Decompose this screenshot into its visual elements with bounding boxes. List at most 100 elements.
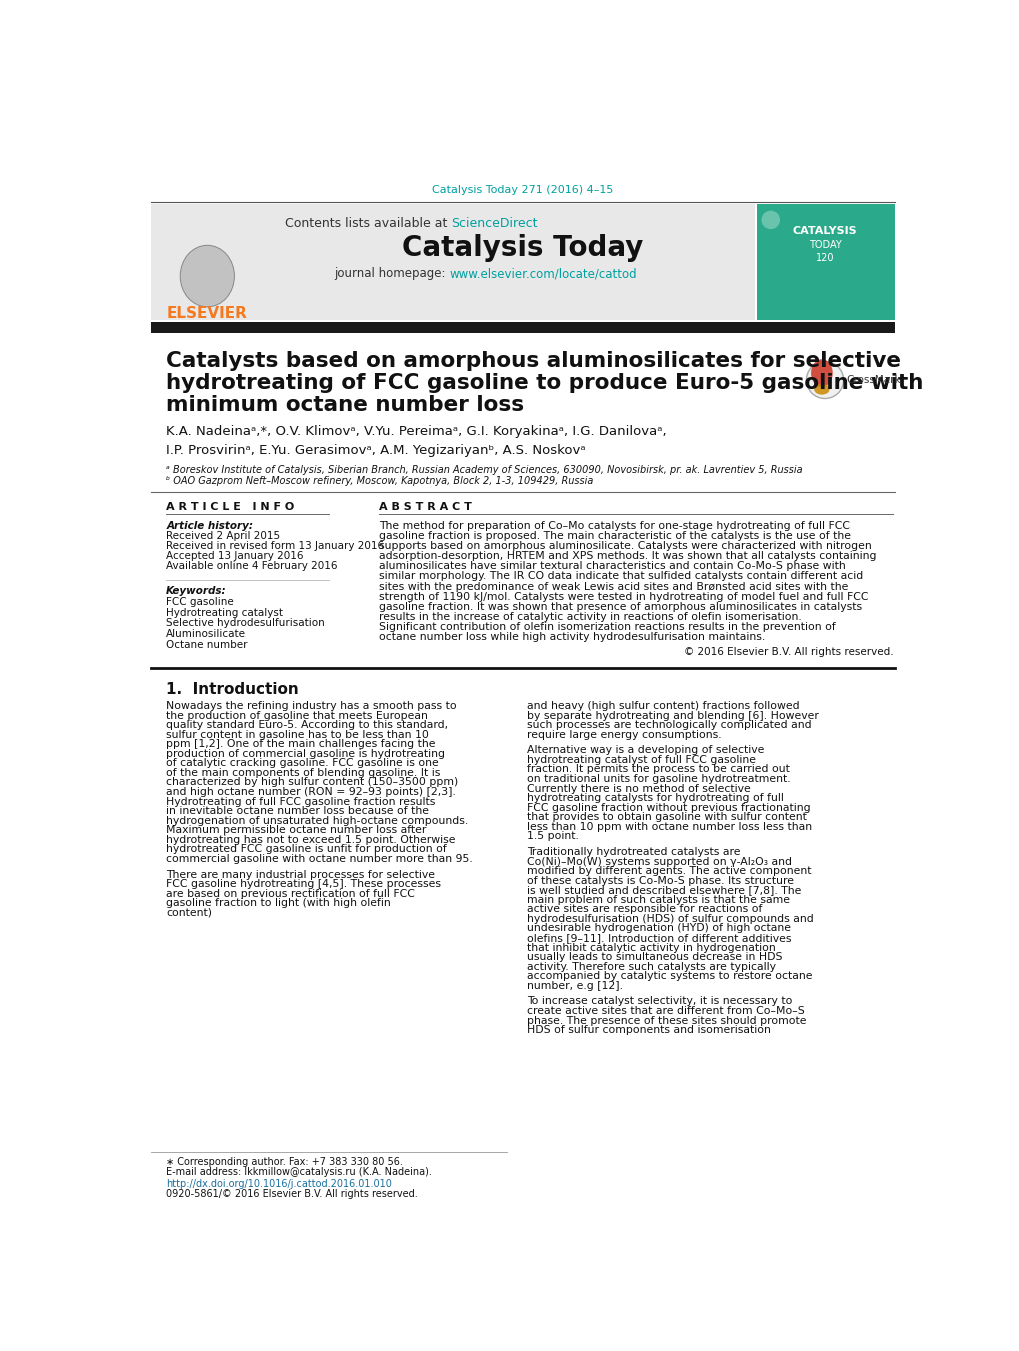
Text: Received in revised form 13 January 2016: Received in revised form 13 January 2016 [166,542,384,551]
Text: Catalysis Today 271 (2016) 4–15: Catalysis Today 271 (2016) 4–15 [432,185,612,195]
Text: Catalysis Today: Catalysis Today [401,234,643,262]
Text: sulfur content in gasoline has to be less than 10: sulfur content in gasoline has to be les… [166,730,429,740]
Text: octane number loss while high activity hydrodesulfurisation maintains.: octane number loss while high activity h… [379,632,765,642]
Text: A R T I C L E   I N F O: A R T I C L E I N F O [166,503,294,512]
Text: active sites are responsible for reactions of: active sites are responsible for reactio… [526,904,761,915]
Text: Currently there is no method of selective: Currently there is no method of selectiv… [526,784,750,793]
Text: ᵃ Boreskov Institute of Catalysis, Siberian Branch, Russian Academy of Sciences,: ᵃ Boreskov Institute of Catalysis, Siber… [166,465,802,476]
Ellipse shape [180,246,234,307]
Text: sites with the predominance of weak Lewis acid sites and Brønsted acid sites wit: sites with the predominance of weak Lewi… [379,581,848,592]
Text: accompanied by catalytic systems to restore octane: accompanied by catalytic systems to rest… [526,971,811,981]
Text: I.P. Prosvirinᵃ, E.Yu. Gerasimovᵃ, A.M. Yegizariyanᵇ, A.S. Noskovᵃ: I.P. Prosvirinᵃ, E.Yu. Gerasimovᵃ, A.M. … [166,443,585,457]
Text: by separate hydrotreating and blending [6]. However: by separate hydrotreating and blending [… [526,711,817,720]
Text: Significant contribution of olefin isomerization reactions results in the preven: Significant contribution of olefin isome… [379,623,836,632]
Text: FCC gasoline fraction without previous fractionating: FCC gasoline fraction without previous f… [526,802,809,813]
Text: olefins [9–11]. Introduction of different additives: olefins [9–11]. Introduction of differen… [526,934,791,943]
Text: ᵇ OAO Gazprom Neft–Moscow refinery, Moscow, Kapotnya, Block 2, 1-3, 109429, Russ: ᵇ OAO Gazprom Neft–Moscow refinery, Mosc… [166,476,593,486]
Text: hydrotreating has not to exceed 1.5 point. Otherwise: hydrotreating has not to exceed 1.5 poin… [166,835,455,844]
Text: Article history:: Article history: [166,520,253,531]
Text: journal homepage:: journal homepage: [333,267,448,280]
Text: K.A. Nadeinaᵃ,*, O.V. Klimovᵃ, V.Yu. Pereimaᵃ, G.I. Koryakinaᵃ, I.G. Danilovaᵃ,: K.A. Nadeinaᵃ,*, O.V. Klimovᵃ, V.Yu. Per… [166,426,666,438]
Text: less than 10 ppm with octane number loss less than: less than 10 ppm with octane number loss… [526,821,811,832]
Circle shape [806,362,843,399]
Text: Hydrotreating catalyst: Hydrotreating catalyst [166,608,283,617]
Bar [151,322,894,334]
Text: that inhibit catalytic activity in hydrogenation: that inhibit catalytic activity in hydro… [526,943,774,952]
Text: CATALYSIS: CATALYSIS [792,227,857,236]
Text: TODAY: TODAY [808,239,841,250]
Text: FCC gasoline: FCC gasoline [166,597,233,607]
Text: undesirable hydrogenation (HYD) of high octane: undesirable hydrogenation (HYD) of high … [526,924,790,934]
Text: © 2016 Elsevier B.V. All rights reserved.: © 2016 Elsevier B.V. All rights reserved… [683,647,893,657]
Text: aluminosilicates have similar textural characteristics and contain Co-Mo-S phase: aluminosilicates have similar textural c… [379,561,846,571]
Text: create active sites that are different from Co–Mo–S: create active sites that are different f… [526,1006,804,1016]
Text: A B S T R A C T: A B S T R A C T [379,503,472,512]
Text: 1.5 point.: 1.5 point. [526,831,578,842]
Text: Hydrotreating of full FCC gasoline fraction results: Hydrotreating of full FCC gasoline fract… [166,797,435,807]
Text: gasoline fraction is proposed. The main characteristic of the catalysts is the u: gasoline fraction is proposed. The main … [379,531,851,540]
Text: results in the increase of catalytic activity in reactions of olefin isomerisati: results in the increase of catalytic act… [379,612,801,621]
Text: FCC gasoline hydrotreating [4,5]. These processes: FCC gasoline hydrotreating [4,5]. These … [166,880,441,889]
Text: Co(Ni)–Mo(W) systems supported on γ-Al₂O₃ and: Co(Ni)–Mo(W) systems supported on γ-Al₂O… [526,857,791,866]
Text: Accepted 13 January 2016: Accepted 13 January 2016 [166,551,304,562]
Text: modified by different agents. The active component: modified by different agents. The active… [526,866,810,877]
Text: ppm [1,2]. One of the main challenges facing the: ppm [1,2]. One of the main challenges fa… [166,739,435,750]
Text: activity. Therefore such catalysts are typically: activity. Therefore such catalysts are t… [526,962,774,971]
Text: HDS of sulfur components and isomerisation: HDS of sulfur components and isomerisati… [526,1025,769,1035]
Text: and high octane number (RON = 92–93 points) [2,3].: and high octane number (RON = 92–93 poin… [166,788,455,797]
Text: Maximum permissible octane number loss after: Maximum permissible octane number loss a… [166,825,426,835]
Text: strength of 1190 kJ/mol. Catalysts were tested in hydrotreating of model fuel an: strength of 1190 kJ/mol. Catalysts were … [379,592,868,601]
Text: Alternative way is a developing of selective: Alternative way is a developing of selec… [526,746,763,755]
Text: require large energy consumptions.: require large energy consumptions. [526,730,720,740]
Text: Traditionally hydrotreated catalysts are: Traditionally hydrotreated catalysts are [526,847,740,857]
Text: E-mail address: lkkmillow@catalysis.ru (K.A. Nadeina).: E-mail address: lkkmillow@catalysis.ru (… [166,1167,432,1177]
Text: in inevitable octane number loss because of the: in inevitable octane number loss because… [166,807,429,816]
Text: Available online 4 February 2016: Available online 4 February 2016 [166,562,337,571]
Text: hydrotreating catalyst of full FCC gasoline: hydrotreating catalyst of full FCC gasol… [526,755,755,765]
Bar [286,204,754,320]
Text: and heavy (high sulfur content) fractions followed: and heavy (high sulfur content) fraction… [526,701,799,711]
Text: supports based on amorphous aluminosilicate. Catalysts were characterized with n: supports based on amorphous aluminosilic… [379,540,871,551]
Text: adsorption-desorption, HRTEM and XPS methods. It was shown that all catalysts co: adsorption-desorption, HRTEM and XPS met… [379,551,876,561]
Text: 1.  Introduction: 1. Introduction [166,682,299,697]
Text: characterized by high sulfur content (150–3500 ppm): characterized by high sulfur content (15… [166,777,459,788]
Text: Received 2 April 2015: Received 2 April 2015 [166,531,280,542]
Text: The method for preparation of Co–Mo catalysts for one-stage hydrotreating of ful: The method for preparation of Co–Mo cata… [379,520,850,531]
Text: commercial gasoline with octane number more than 95.: commercial gasoline with octane number m… [166,854,473,863]
Text: the production of gasoline that meets European: the production of gasoline that meets Eu… [166,711,428,720]
Text: ELSEVIER: ELSEVIER [167,305,248,320]
Text: ScienceDirect: ScienceDirect [451,218,537,230]
Circle shape [761,211,780,230]
Text: is well studied and described elsewhere [7,8]. The: is well studied and described elsewhere … [526,885,800,896]
Text: hydrodesulfurisation (HDS) of sulfur compounds and: hydrodesulfurisation (HDS) of sulfur com… [526,913,812,924]
Text: www.elsevier.com/locate/cattod: www.elsevier.com/locate/cattod [448,267,636,280]
Text: similar morphology. The IR CO data indicate that sulfided catalysts contain diff: similar morphology. The IR CO data indic… [379,571,863,581]
Text: quality standard Euro-5. According to this standard,: quality standard Euro-5. According to th… [166,720,448,730]
Bar [151,204,286,320]
Text: of catalytic cracking gasoline. FCC gasoline is one: of catalytic cracking gasoline. FCC gaso… [166,758,438,769]
Text: hydrogenation of unsaturated high-octane compounds.: hydrogenation of unsaturated high-octane… [166,816,468,825]
Text: main problem of such catalysts is that the same: main problem of such catalysts is that t… [526,894,789,905]
Text: gasoline fraction. It was shown that presence of amorphous aluminosilicates in c: gasoline fraction. It was shown that pre… [379,603,862,612]
Text: hydrotreating of FCC gasoline to produce Euro-5 gasoline with: hydrotreating of FCC gasoline to produce… [166,373,923,393]
Text: Selective hydrodesulfurisation: Selective hydrodesulfurisation [166,619,325,628]
Text: Contents lists available at: Contents lists available at [284,218,451,230]
Text: gasoline fraction to light (with high olefin: gasoline fraction to light (with high ol… [166,898,390,908]
Text: Keywords:: Keywords: [166,586,226,596]
Text: number, e.g [12].: number, e.g [12]. [526,981,622,990]
Text: are based on previous rectification of full FCC: are based on previous rectification of f… [166,889,415,898]
Text: Aluminosilicate: Aluminosilicate [166,630,246,639]
Text: Octane number: Octane number [166,640,248,650]
Text: CrossMark: CrossMark [846,376,901,385]
Ellipse shape [810,359,832,386]
Text: usually leads to simultaneous decrease in HDS: usually leads to simultaneous decrease i… [526,952,782,962]
Text: ∗ Corresponding author. Fax: +7 383 330 80 56.: ∗ Corresponding author. Fax: +7 383 330 … [166,1158,403,1167]
Text: hydrotreated FCC gasoline is unfit for production of: hydrotreated FCC gasoline is unfit for p… [166,844,446,854]
Text: production of commercial gasoline is hydrotreating: production of commercial gasoline is hyd… [166,748,445,759]
Text: 120: 120 [815,254,834,263]
Text: phase. The presence of these sites should promote: phase. The presence of these sites shoul… [526,1016,805,1025]
Bar [756,204,894,320]
Text: hydrotreating catalysts for hydrotreating of full: hydrotreating catalysts for hydrotreatin… [526,793,783,802]
Text: Catalysts based on amorphous aluminosilicates for selective: Catalysts based on amorphous aluminosili… [166,351,901,370]
Text: on traditional units for gasoline hydrotreatment.: on traditional units for gasoline hydrot… [526,774,790,784]
